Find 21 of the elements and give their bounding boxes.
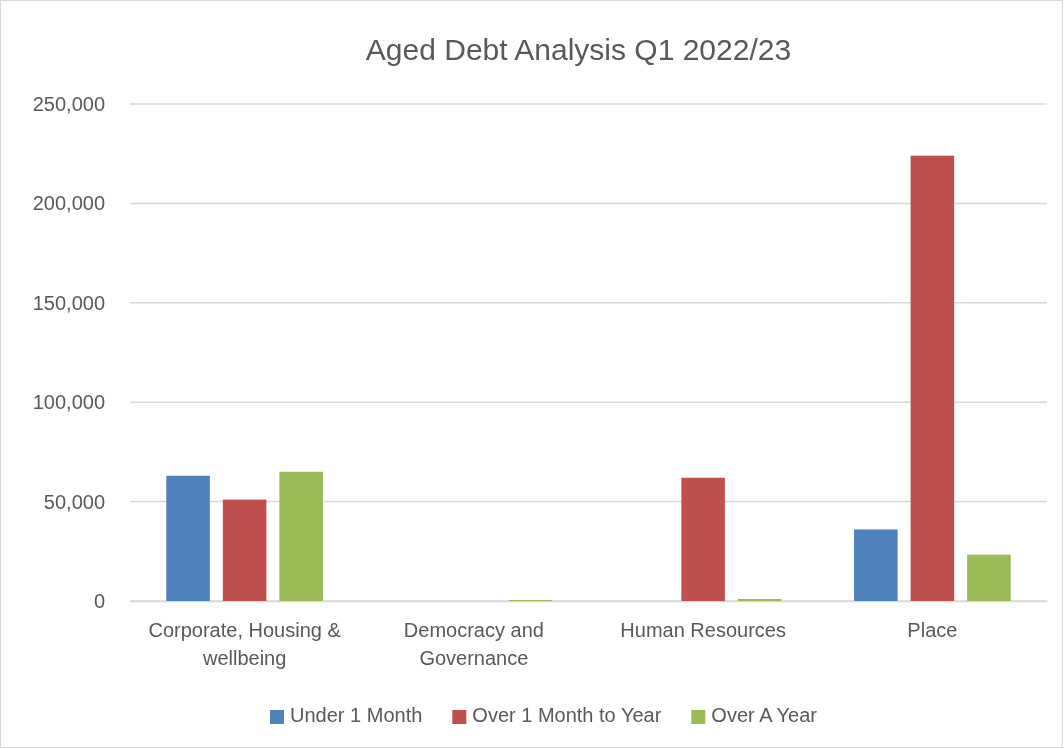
bar [681, 477, 725, 601]
y-tick-label: 100,000 [32, 391, 105, 414]
chart-title: Aged Debt Analysis Q1 2022/23 [365, 33, 792, 66]
y-tick-label: 250,000 [32, 92, 105, 115]
y-tick-label: 150,000 [32, 291, 105, 314]
legend-label: Over A Year [711, 704, 818, 726]
x-tick-label: Democracy and Governance [403, 619, 544, 670]
bar [222, 499, 267, 601]
bar [910, 155, 955, 601]
legend-label: Under 1 Month [290, 704, 423, 726]
bar [166, 475, 210, 601]
legend-label: Over 1 Month to Year [472, 704, 662, 726]
bar [967, 554, 1011, 601]
y-tick-label: 50,000 [43, 490, 105, 513]
x-tick-label: Place [907, 619, 958, 642]
x-tick-label: Corporate, Housing & wellbeing [148, 619, 342, 670]
bar [854, 529, 898, 601]
bar [279, 471, 323, 601]
y-tick-label: 200,000 [32, 192, 105, 215]
x-tick-label: Human Resources [620, 619, 786, 642]
y-tick-label: 0 [93, 589, 105, 612]
